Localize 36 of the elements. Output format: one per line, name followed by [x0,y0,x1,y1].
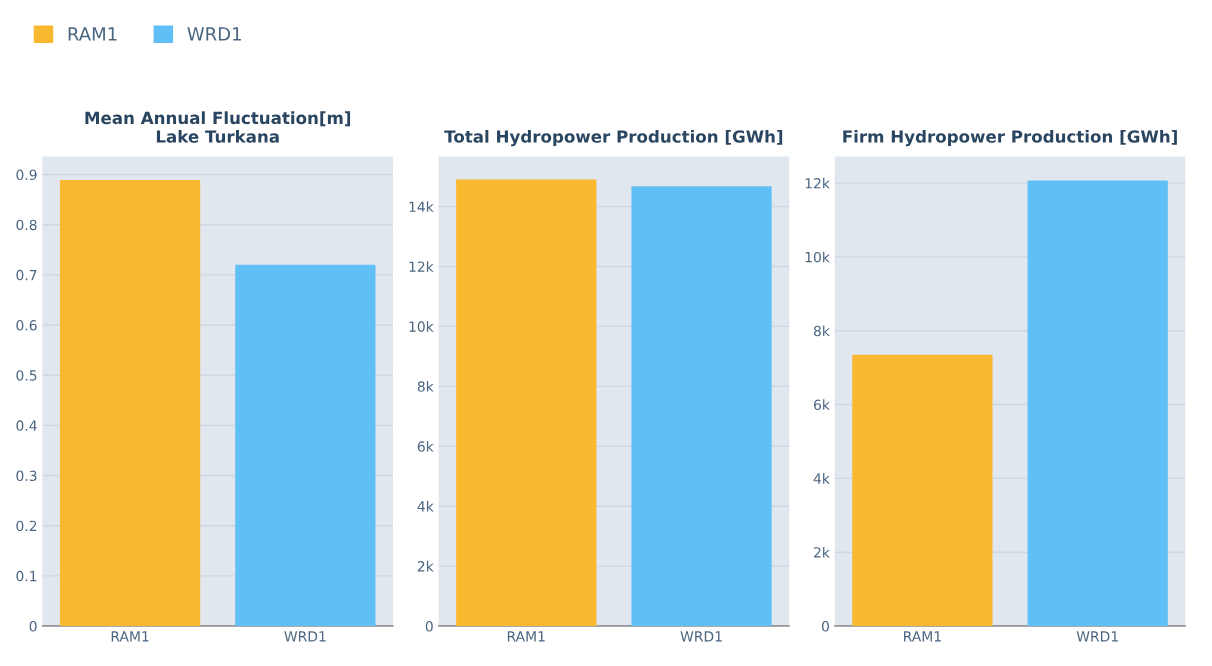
chart-title: Mean Annual Fluctuation[m] Lake Turkana [85,111,351,143]
y-tick-label: 0.5 [16,370,37,381]
y-tick-label: 14k [409,201,434,212]
y-tick-label: 6k [813,399,830,411]
chart-title: Firm Hydropower Production [GWh] [843,129,1177,147]
y-tick-label: 10k [805,251,830,263]
y-tick-label: 2k [417,560,434,572]
y-tick-label: 4k [813,473,830,484]
y-tick-label: 12k [409,261,434,272]
y-tick-label: 0.4 [16,420,37,431]
y-tick-label: 8k [813,325,830,337]
legend-label: RAM1 [68,27,117,41]
x-tick-label: RAM1 [904,631,941,642]
y-tick-label: 0 [821,621,829,632]
y-tick-label: 8k [417,381,434,392]
y-tick-label: 0.2 [16,520,37,532]
y-tick-label: 0.9 [16,169,37,181]
y-tick-label: 0.8 [16,219,37,231]
y-tick-label: 0 [425,621,433,632]
y-tick-label: 0.1 [16,570,37,582]
y-tick-label: 0.6 [16,320,37,331]
y-tick-label: 10k [409,321,434,332]
y-tick-label: 4k [417,500,434,512]
y-tick-label: 12k [805,177,830,189]
y-tick-label: 2k [814,546,830,558]
x-tick-label: RAM1 [507,631,545,642]
x-tick-label: WRD1 [680,631,722,642]
y-tick-label: 0.7 [16,269,37,281]
x-tick-label: RAM1 [111,631,149,642]
x-tick-label: WRD1 [284,631,326,642]
legend-label: WRD1 [187,27,241,41]
chart-title: Total Hydropower Production [GWh] [444,129,783,147]
x-tick-label: WRD1 [1076,631,1118,642]
y-tick-label: 0.3 [16,470,37,482]
y-tick-label: 0 [29,621,37,632]
y-tick-label: 6k [417,440,434,452]
